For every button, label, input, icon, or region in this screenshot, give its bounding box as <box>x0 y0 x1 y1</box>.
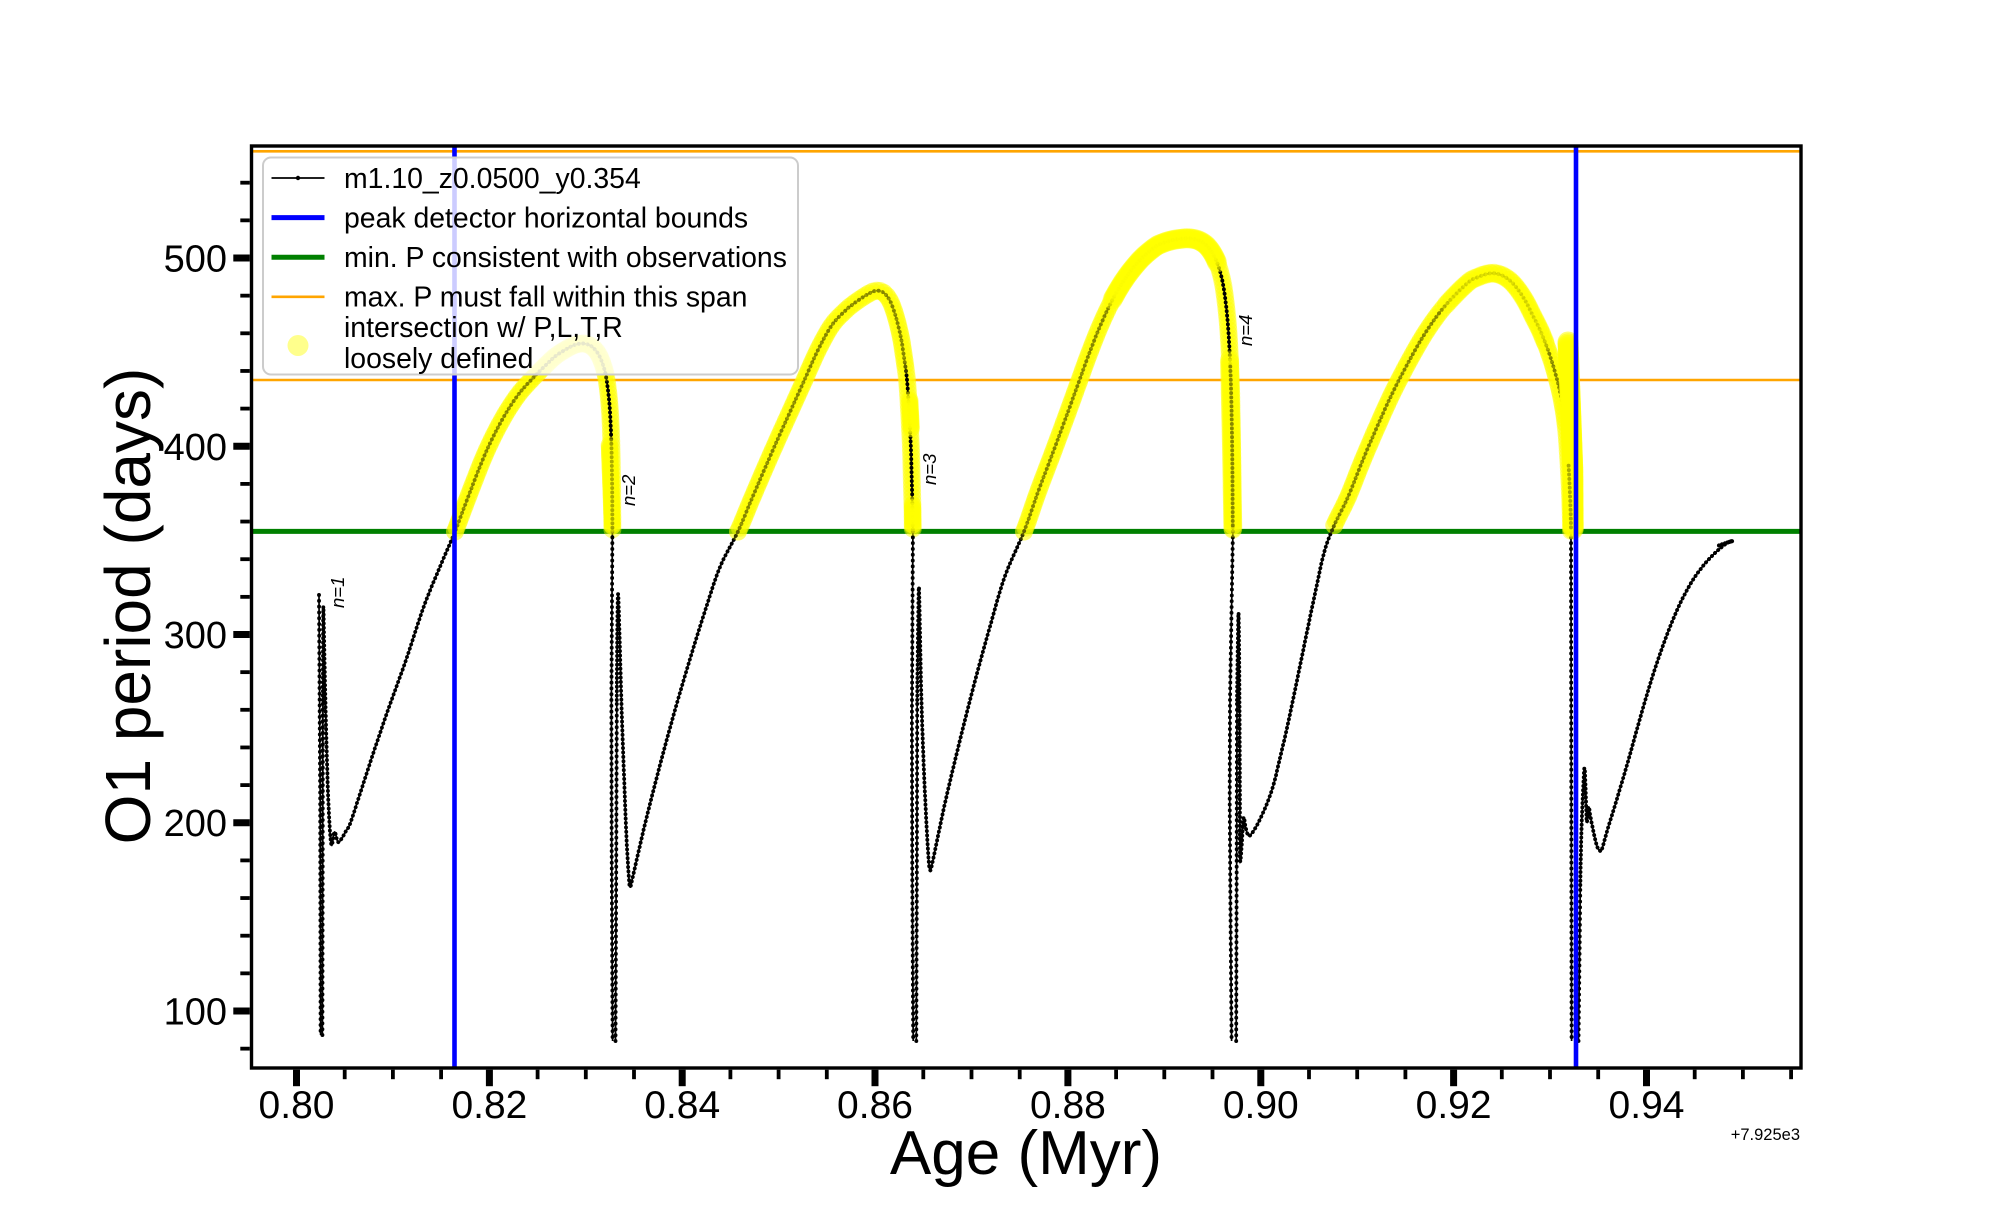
svg-text:300: 300 <box>164 615 227 657</box>
svg-text:peak detector horizontal bound: peak detector horizontal bounds <box>344 202 748 234</box>
svg-text:0.80: 0.80 <box>259 1084 335 1127</box>
svg-text:min. P consistent with observa: min. P consistent with observations <box>344 242 787 274</box>
svg-text:n=1: n=1 <box>327 577 348 608</box>
svg-text:0.84: 0.84 <box>644 1084 720 1127</box>
svg-text:200: 200 <box>164 803 227 845</box>
svg-text:O1 period (days): O1 period (days) <box>92 368 164 845</box>
svg-text:0.86: 0.86 <box>837 1084 913 1127</box>
svg-text:+7.925e3: +7.925e3 <box>1731 1126 1800 1144</box>
svg-text:0.94: 0.94 <box>1609 1084 1685 1127</box>
svg-text:500: 500 <box>164 239 227 281</box>
svg-text:max. P must fall within this s: max. P must fall within this span <box>344 282 747 314</box>
svg-text:0.82: 0.82 <box>451 1084 527 1127</box>
svg-text:0.92: 0.92 <box>1416 1084 1492 1127</box>
svg-text:n=2: n=2 <box>618 474 639 506</box>
svg-text:0.90: 0.90 <box>1223 1084 1299 1127</box>
svg-text:intersection w/ P,L,T,R: intersection w/ P,L,T,R <box>344 312 623 344</box>
svg-text:100: 100 <box>164 992 227 1034</box>
svg-text:n=4: n=4 <box>1235 315 1256 346</box>
svg-text:0.88: 0.88 <box>1030 1084 1106 1127</box>
svg-text:m1.10_z0.0500_y0.354: m1.10_z0.0500_y0.354 <box>344 163 641 195</box>
svg-text:Age (Myr): Age (Myr) <box>890 1119 1162 1188</box>
svg-text:n=3: n=3 <box>919 453 940 485</box>
svg-text:loosely defined: loosely defined <box>344 343 533 375</box>
svg-text:400: 400 <box>164 427 227 469</box>
